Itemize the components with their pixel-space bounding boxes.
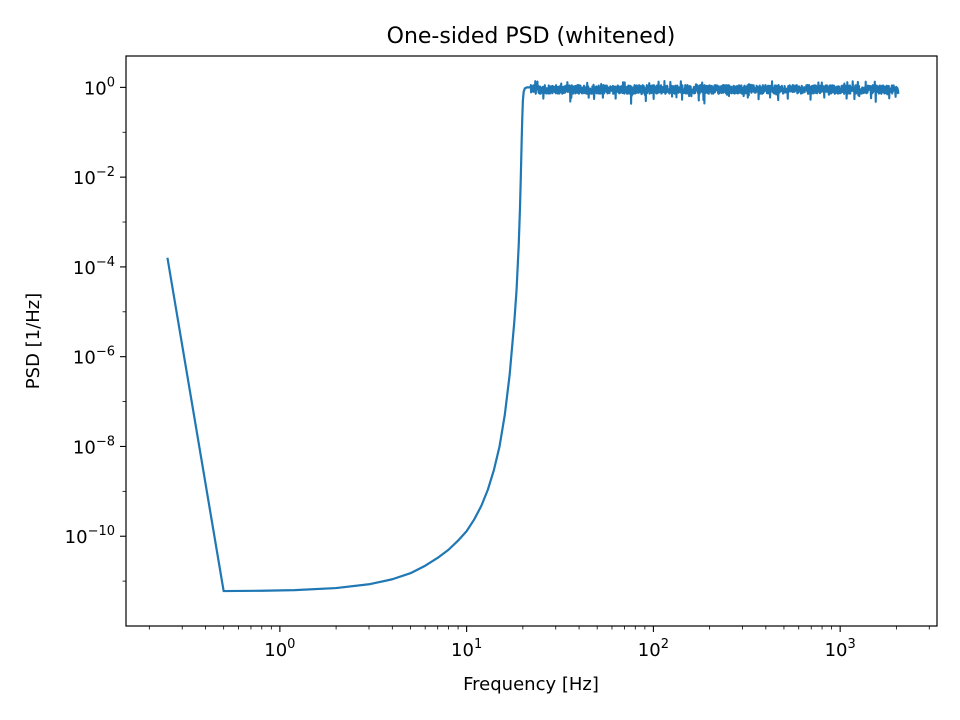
series-layer	[166, 80, 900, 593]
x-axis-minor-ticks	[148, 626, 930, 630]
plot-area: 100 101 102 103 100 10−2 10−4 10−6 10−8 10−10	[65, 55, 938, 661]
x-axis-ticks: 100 101 102 103	[264, 626, 856, 661]
x-tick-label-2: 102	[638, 637, 669, 661]
y-tick-label-2: 10−4	[73, 255, 115, 279]
y-tick-label-0: 100	[84, 75, 115, 99]
axes-frame	[125, 55, 938, 627]
x-axis-label: Frequency [Hz]	[463, 674, 599, 695]
x-tick-label-1: 101	[451, 637, 482, 661]
y-axis-minor-ticks	[122, 131, 126, 582]
y-tick-label-1: 10−2	[73, 165, 115, 189]
y-axis-label: PSD [1/Hz]	[23, 293, 44, 389]
y-tick-label-4: 10−8	[73, 434, 115, 458]
y-tick-label-3: 10−6	[73, 345, 115, 369]
y-axis-ticks: 100 10−2 10−4 10−6 10−8 10−10	[65, 75, 126, 548]
x-tick-label-3: 103	[825, 637, 856, 661]
series-line-0	[166, 86, 531, 593]
chart-title: One-sided PSD (whitened)	[387, 24, 676, 49]
x-tick-label-0: 100	[264, 637, 295, 661]
series-noise-band	[529, 80, 900, 105]
y-tick-label-5: 10−10	[65, 524, 115, 548]
